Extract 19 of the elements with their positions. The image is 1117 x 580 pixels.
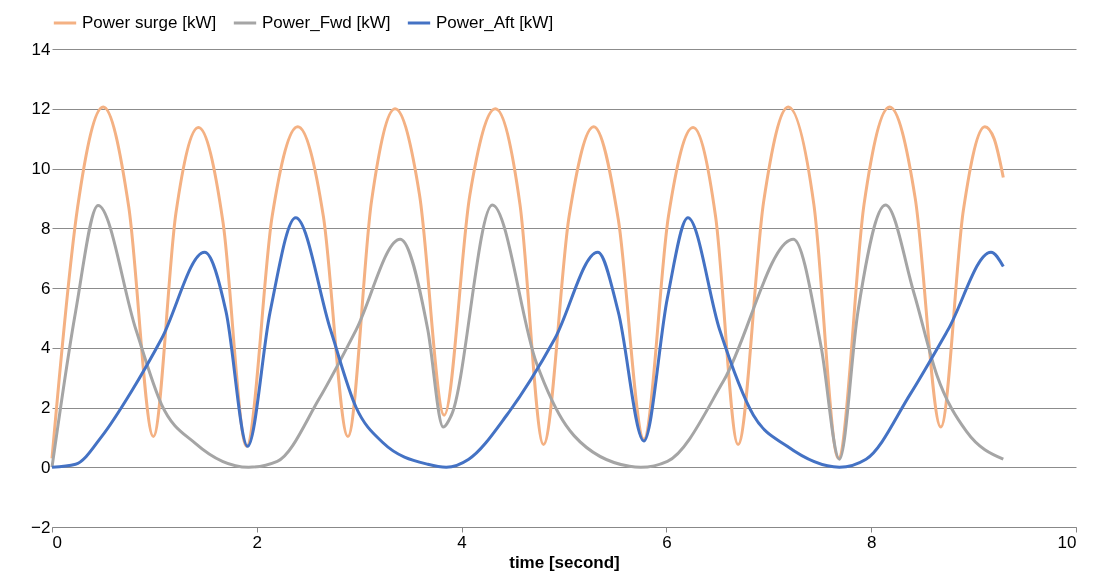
x-tick-label: 8 [866, 532, 877, 552]
x-axis-title: time [second] [509, 552, 620, 572]
x-tick-label: 4 [457, 532, 467, 552]
x-tick-label: 2 [252, 532, 263, 552]
line-series [50, 105, 1005, 460]
y-tick-label: 14 [31, 39, 51, 59]
y-tick-label: 8 [41, 218, 51, 238]
x-tick-label: 10 [1057, 532, 1077, 552]
y-tick-label: −2 [31, 517, 51, 537]
y-tick-label: 0 [41, 457, 51, 477]
legend-label: Power surge [kW] [82, 13, 217, 32]
y-tick-label: 10 [31, 159, 51, 178]
x-tick-label: 6 [662, 532, 672, 552]
y-tick-label: 12 [31, 99, 51, 119]
y-tick-label: 6 [41, 278, 51, 298]
y-tick-label: 4 [41, 338, 51, 358]
legend-label: Power_Aft [kW] [436, 13, 554, 32]
y-tick-label: 2 [41, 398, 51, 417]
legend-label: Power_Fwd [kW] [262, 13, 391, 32]
